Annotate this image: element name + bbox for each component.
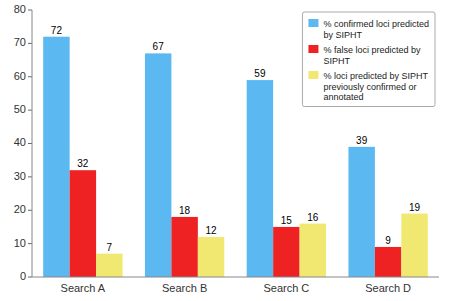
tick-label: 50 [14, 103, 26, 115]
tick-mark [28, 176, 32, 177]
legend-label-line: previously confirmed or [323, 82, 416, 92]
tick-label: 40 [14, 136, 26, 148]
tick-mark [28, 143, 32, 144]
data-label: 59 [254, 68, 266, 79]
bars [43, 37, 428, 277]
bar [96, 254, 122, 277]
data-label: 16 [307, 212, 319, 223]
tick-mark [28, 277, 32, 278]
bar [247, 80, 273, 277]
legend-label-line: SIPHT [323, 56, 350, 66]
chart: 0 10 20 30 40 50 60 70 80 72 67 59 39 32 18 15 9 7 12 16 19 S… [0, 0, 449, 301]
tick-mark [28, 110, 32, 111]
tick-mark [28, 43, 32, 44]
tick-label: 30 [14, 170, 26, 182]
tick-mark [28, 243, 32, 244]
bar [375, 247, 401, 277]
tick-label: 10 [14, 237, 26, 249]
tick-label: Search B [162, 282, 207, 294]
bar [300, 224, 326, 277]
data-label: 72 [51, 25, 63, 36]
tick-mark [28, 10, 32, 11]
data-label: 18 [179, 205, 191, 216]
legend-label: % loci predicted by SIPHTpreviously conf… [323, 71, 428, 102]
tick-label: 70 [14, 36, 26, 48]
tick-label: 80 [14, 3, 26, 15]
x-axis: Search A Search B Search C Search D [61, 282, 412, 294]
data-label: 15 [281, 215, 293, 226]
bar [70, 170, 96, 277]
legend: % confirmed loci predictedby SIPHT % fals… [302, 12, 435, 107]
tick-mark [28, 76, 32, 77]
legend-swatch [308, 71, 318, 79]
bar [273, 227, 299, 277]
legend-box [302, 12, 435, 107]
legend-label-line: % confirmed loci predicted [323, 19, 429, 29]
legend-label-line: % false loci predicted by [323, 45, 421, 55]
tick-label: 0 [20, 270, 26, 282]
data-label: 39 [356, 135, 368, 146]
tick-label: Search A [61, 282, 106, 294]
bar [198, 237, 224, 277]
data-label: 19 [409, 202, 421, 213]
x-axis-line [32, 277, 439, 278]
chart-container: 0 10 20 30 40 50 60 70 80 72 67 59 39 32 18 15 9 7 12 16 19 S… [0, 0, 449, 301]
bar [401, 214, 427, 277]
tick-label: Search C [263, 282, 309, 294]
y-axis: 0 10 20 30 40 50 60 70 80 [14, 3, 32, 282]
legend-label: % confirmed loci predictedby SIPHT [323, 19, 429, 40]
legend-label-line: % loci predicted by SIPHT [323, 71, 428, 81]
bar [348, 147, 374, 277]
tick-label: 20 [14, 203, 26, 215]
data-label: 32 [77, 158, 89, 169]
data-label: 67 [153, 41, 165, 52]
tick-mark [28, 210, 32, 211]
bar [171, 217, 197, 277]
legend-swatch [308, 45, 318, 53]
legend-label-line: annotated [323, 92, 363, 102]
legend-label-line: by SIPHT [323, 30, 362, 40]
tick-label: 60 [14, 70, 26, 82]
bar [43, 37, 69, 277]
data-label: 12 [206, 225, 218, 236]
legend-label: % false loci predicted bySIPHT [323, 45, 421, 66]
y-axis-line [32, 10, 33, 277]
tick-label: Search D [365, 282, 411, 294]
data-label: 7 [107, 242, 113, 253]
bar [145, 53, 171, 277]
data-label: 9 [385, 235, 391, 246]
legend-swatch [308, 19, 318, 27]
